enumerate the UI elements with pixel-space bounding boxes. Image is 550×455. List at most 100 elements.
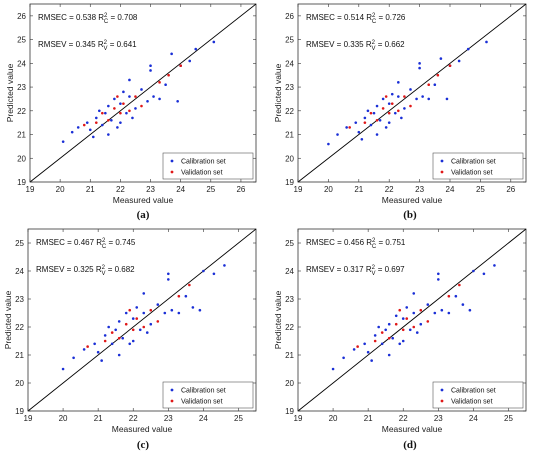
x-tick-label: 24 bbox=[446, 185, 455, 194]
calibration-point bbox=[124, 311, 128, 315]
legend-validation-marker bbox=[170, 170, 174, 174]
validation-point bbox=[94, 121, 98, 124]
r2v-eq: = bbox=[107, 40, 116, 49]
rmsev-value: 0.325 bbox=[74, 265, 95, 274]
stat-validation: RMSEV = 0.325 R2 V = 0.682 bbox=[36, 265, 135, 277]
r2v-value: 0.682 bbox=[115, 265, 136, 274]
legend-calibration-marker bbox=[440, 388, 444, 392]
x-tick-label: 26 bbox=[236, 185, 245, 194]
calibration-point bbox=[342, 356, 345, 360]
r2v-sup: 2 bbox=[372, 265, 376, 271]
calibration-point bbox=[177, 311, 181, 315]
r2v-label: R bbox=[94, 265, 102, 274]
validation-point bbox=[419, 308, 423, 312]
calibration-point bbox=[372, 111, 376, 115]
calibration-point bbox=[387, 322, 391, 326]
calibration-point bbox=[98, 109, 101, 113]
y-tick-label: 22 bbox=[285, 107, 294, 116]
rmsec-value: 0.514 bbox=[344, 13, 365, 22]
legend-validation-label: Validation set bbox=[451, 170, 493, 177]
y-tick-label: 20 bbox=[285, 379, 294, 388]
r2v-eq: = bbox=[105, 265, 114, 274]
r2c-eq: = bbox=[106, 238, 115, 247]
y-tick-label: 25 bbox=[285, 239, 294, 248]
identity-line bbox=[29, 3, 257, 183]
validation-point bbox=[188, 283, 191, 287]
calibration-point bbox=[142, 292, 146, 295]
calibration-point bbox=[419, 322, 423, 326]
y-tick-label: 21 bbox=[285, 131, 294, 140]
validation-point bbox=[369, 111, 373, 115]
calibration-point bbox=[100, 359, 103, 362]
legend: Calibration set Validation set bbox=[162, 381, 254, 409]
calibration-point bbox=[170, 308, 174, 312]
validation-point bbox=[128, 109, 131, 113]
calibration-point bbox=[391, 336, 395, 340]
calibration-point bbox=[110, 118, 113, 122]
calibration-point bbox=[397, 95, 400, 98]
y-axis-label: Predicted value bbox=[273, 63, 283, 122]
validation-point bbox=[142, 325, 146, 329]
r2c-sub: C bbox=[372, 244, 377, 250]
calibration-point bbox=[363, 116, 367, 120]
calibration-point bbox=[128, 95, 131, 98]
validation-point bbox=[119, 111, 122, 115]
calibration-point bbox=[352, 348, 356, 351]
validation-point bbox=[390, 102, 394, 105]
r2v-sup: 2 bbox=[372, 40, 376, 46]
x-axis-label: Measured value bbox=[113, 195, 174, 205]
x-tick-label: 23 bbox=[415, 185, 424, 194]
calibration-point bbox=[421, 95, 424, 98]
calibration-point bbox=[163, 311, 167, 315]
validation-point bbox=[375, 118, 379, 122]
validation-point bbox=[387, 336, 391, 340]
calibration-point bbox=[405, 306, 409, 309]
validation-point bbox=[397, 109, 400, 113]
legend-calibration-marker bbox=[440, 159, 444, 163]
calibration-point bbox=[149, 69, 152, 72]
calibration-point bbox=[107, 325, 110, 329]
calibration-point bbox=[117, 353, 121, 357]
scatter-panel: 19 20 21 22 23 24 25 261920212223242526Measured… bbox=[273, 3, 527, 205]
identity-line bbox=[297, 228, 527, 412]
rmsec-text: RMSEC = bbox=[38, 13, 76, 22]
calibration-point bbox=[357, 130, 361, 134]
calibration-point bbox=[142, 311, 146, 315]
calibration-point bbox=[373, 334, 377, 337]
validation-point bbox=[401, 328, 405, 332]
y-tick-label: 21 bbox=[285, 351, 294, 360]
x-tick-label: 21 bbox=[86, 185, 95, 194]
x-tick-label: 21 bbox=[364, 414, 373, 423]
r2v-value: 0.641 bbox=[117, 40, 138, 49]
validation-point bbox=[149, 308, 153, 312]
calibration-point bbox=[61, 367, 65, 371]
calibration-point bbox=[149, 64, 152, 68]
calibration-point bbox=[145, 331, 149, 334]
calibration-point bbox=[85, 121, 89, 124]
x-tick-label: 23 bbox=[146, 185, 155, 194]
calibration-point bbox=[131, 116, 134, 120]
calibration-point bbox=[387, 121, 391, 124]
x-tick-label: 25 bbox=[504, 414, 513, 423]
legend-validation-label: Validation set bbox=[181, 170, 223, 177]
rmsev-text: RMSEV = bbox=[306, 265, 344, 274]
calibration-point bbox=[457, 59, 461, 63]
validation-point bbox=[156, 320, 160, 323]
r2v-eq: = bbox=[375, 40, 384, 49]
validation-point bbox=[348, 126, 351, 129]
x-tick-label: 26 bbox=[506, 185, 515, 194]
validation-point bbox=[380, 331, 384, 334]
legend-calibration-marker bbox=[170, 159, 174, 163]
y-tick-label: 23 bbox=[285, 295, 294, 304]
validation-point bbox=[412, 325, 416, 329]
legend-calibration-label: Calibration set bbox=[181, 159, 226, 166]
y-axis-label: Predicted value bbox=[273, 290, 283, 349]
legend: Calibration set Validation set bbox=[432, 381, 524, 409]
stat-validation: RMSEV = 0.317 R2 V = 0.697 bbox=[306, 265, 405, 277]
r2v-sub: V bbox=[103, 46, 107, 52]
calibration-point bbox=[387, 353, 391, 357]
calibration-point bbox=[121, 336, 125, 340]
calibration-point bbox=[360, 137, 364, 141]
